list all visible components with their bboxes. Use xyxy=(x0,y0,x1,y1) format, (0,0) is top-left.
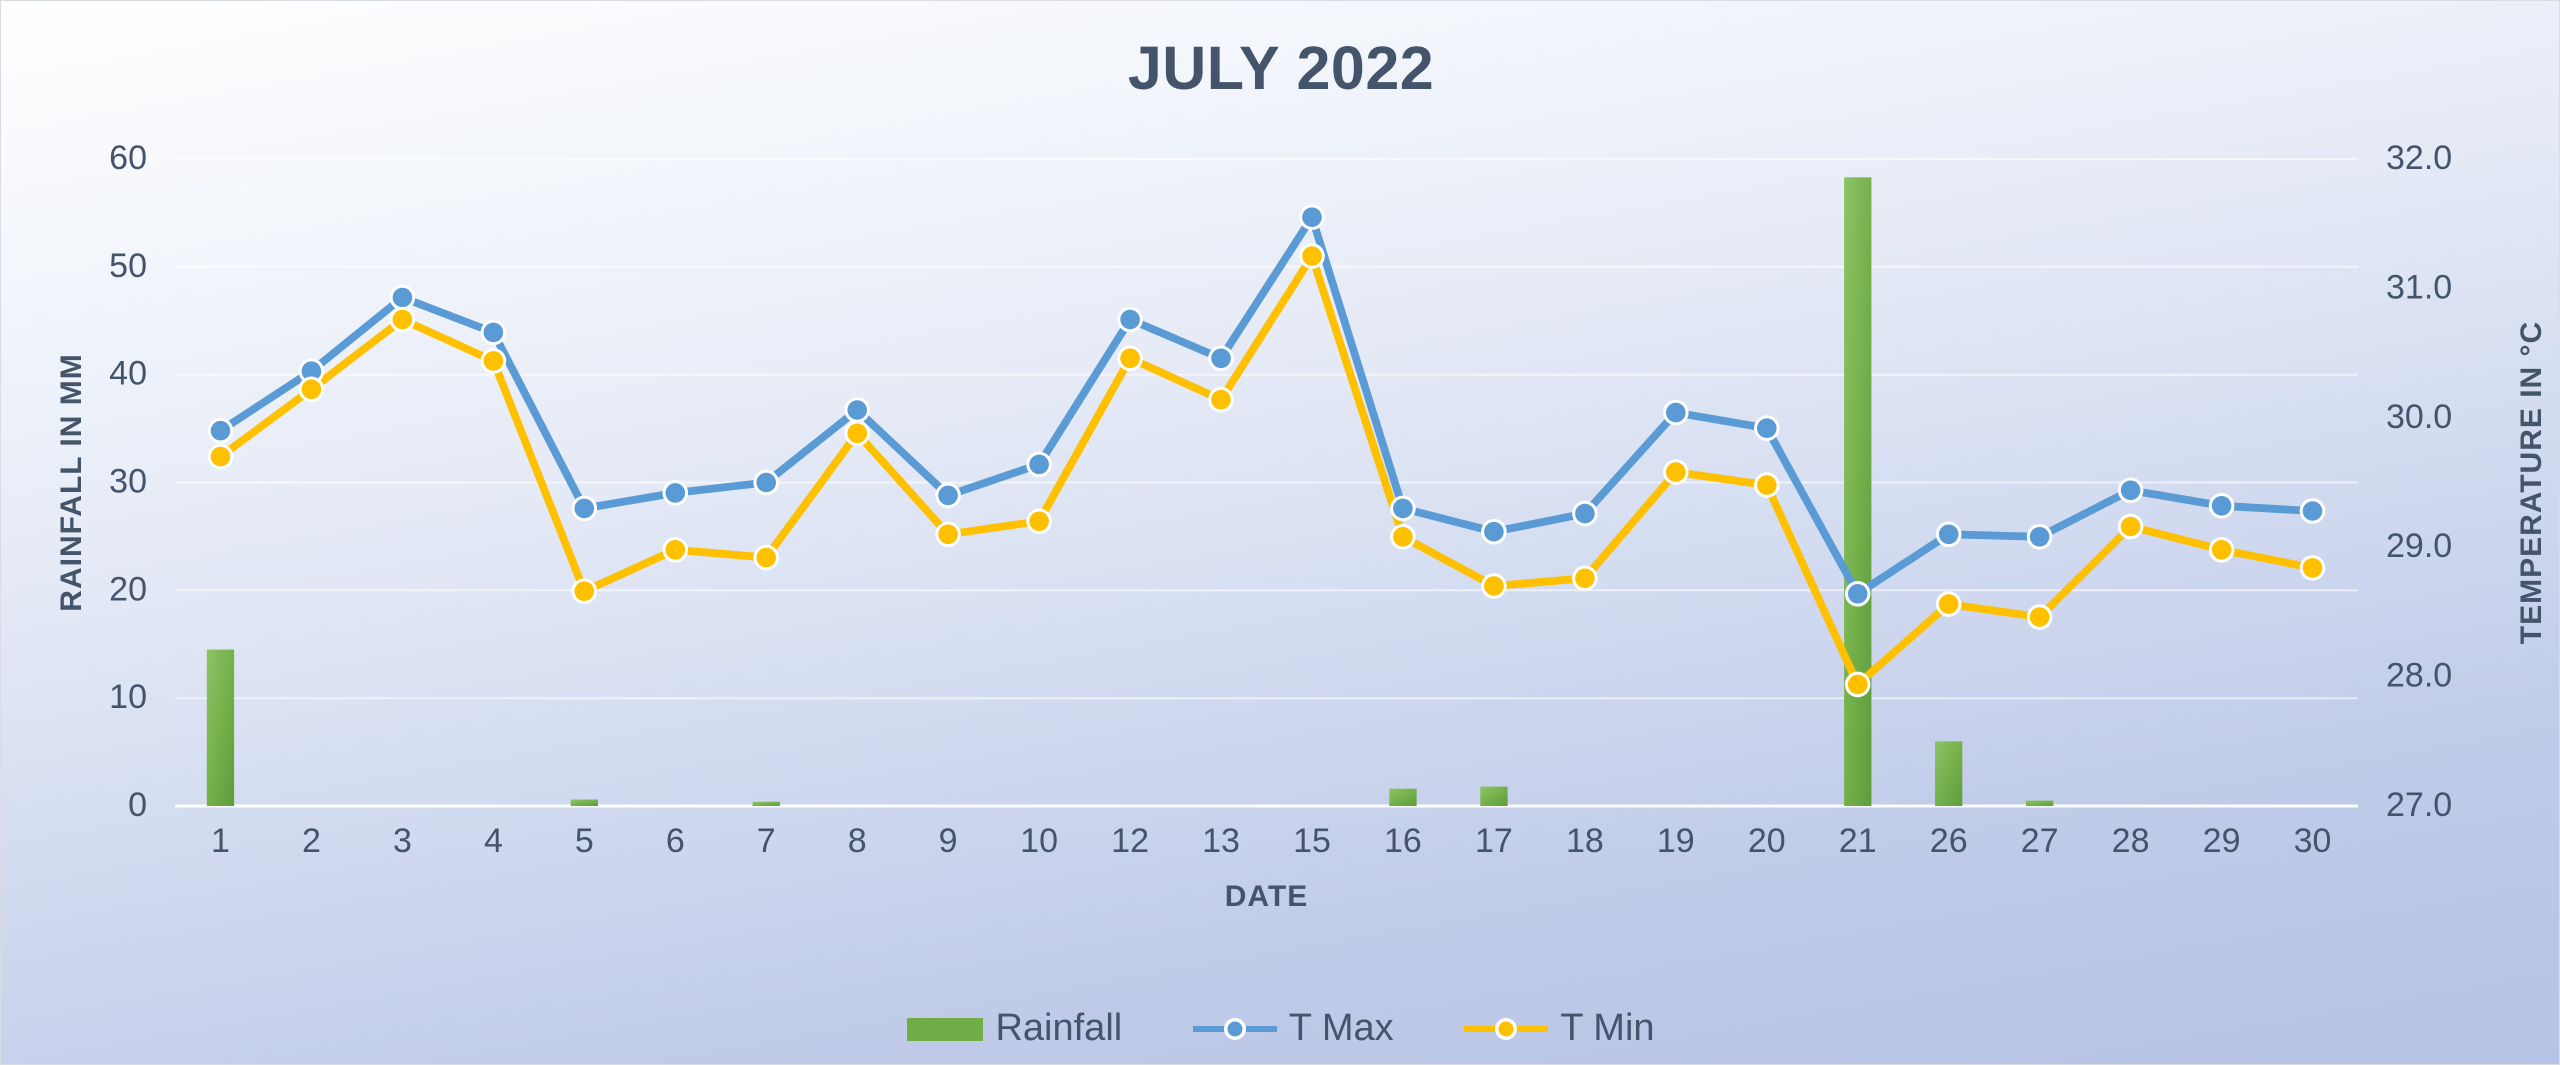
svg-text:2: 2 xyxy=(302,822,321,860)
svg-text:26: 26 xyxy=(1930,822,1968,860)
svg-text:12: 12 xyxy=(1111,822,1149,860)
svg-text:16: 16 xyxy=(1384,822,1422,860)
svg-text:28.0: 28.0 xyxy=(2386,657,2452,695)
svg-text:29.0: 29.0 xyxy=(2386,527,2452,565)
svg-text:9: 9 xyxy=(939,822,958,860)
svg-text:5: 5 xyxy=(575,822,594,860)
svg-text:50: 50 xyxy=(109,247,147,285)
svg-text:31.0: 31.0 xyxy=(2386,268,2452,306)
svg-text:30: 30 xyxy=(2294,822,2332,860)
svg-text:6: 6 xyxy=(666,822,685,860)
svg-text:60: 60 xyxy=(109,139,147,177)
svg-text:13: 13 xyxy=(1202,822,1240,860)
svg-text:17: 17 xyxy=(1475,822,1513,860)
svg-text:40: 40 xyxy=(109,355,147,393)
svg-text:18: 18 xyxy=(1566,822,1604,860)
svg-text:19: 19 xyxy=(1657,822,1695,860)
svg-text:TEMPERATURE IN °C: TEMPERATURE IN °C xyxy=(2515,321,2548,644)
svg-text:3: 3 xyxy=(393,822,412,860)
svg-text:7: 7 xyxy=(757,822,776,860)
svg-text:28: 28 xyxy=(2112,822,2150,860)
svg-text:27.0: 27.0 xyxy=(2386,786,2452,824)
svg-text:1: 1 xyxy=(211,822,230,860)
svg-text:0: 0 xyxy=(128,786,147,824)
svg-text:27: 27 xyxy=(2021,822,2059,860)
svg-text:30.0: 30.0 xyxy=(2386,398,2452,436)
svg-text:10: 10 xyxy=(1020,822,1058,860)
svg-text:DATE: DATE xyxy=(1225,880,1308,913)
svg-text:4: 4 xyxy=(484,822,503,860)
svg-text:20: 20 xyxy=(1748,822,1786,860)
svg-text:20: 20 xyxy=(109,570,147,608)
svg-text:30: 30 xyxy=(109,463,147,501)
svg-text:RAINFALL IN MM: RAINFALL IN MM xyxy=(55,353,88,611)
svg-text:15: 15 xyxy=(1293,822,1331,860)
svg-text:8: 8 xyxy=(848,822,867,860)
svg-text:21: 21 xyxy=(1839,822,1877,860)
svg-text:32.0: 32.0 xyxy=(2386,139,2452,177)
svg-text:29: 29 xyxy=(2203,822,2241,860)
svg-text:10: 10 xyxy=(109,678,147,716)
